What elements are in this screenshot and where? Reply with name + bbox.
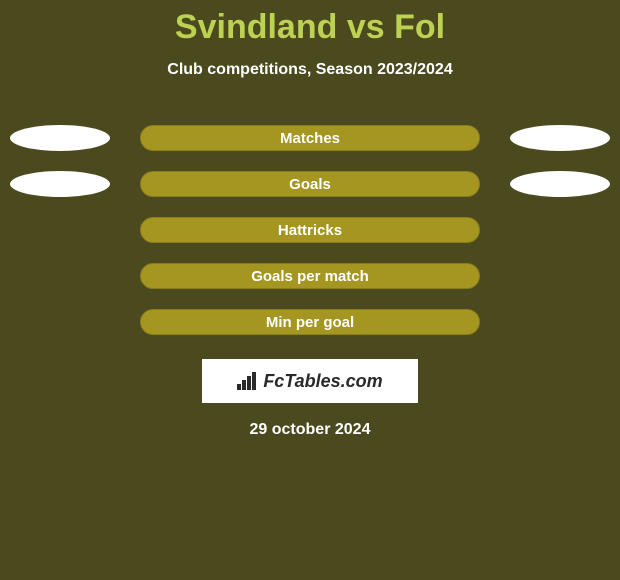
left-bubble-matches (10, 125, 110, 151)
stat-row-min-per-goal: Min per goal (0, 309, 620, 335)
chart-icon (237, 372, 259, 390)
stat-row-goals-per-match: Goals per match (0, 263, 620, 289)
right-bubble-matches (510, 125, 610, 151)
comparison-card: Svindland vs Fol Club competitions, Seas… (0, 0, 620, 439)
stat-bar-goals: Goals (140, 171, 480, 197)
stat-row-hattricks: Hattricks (0, 217, 620, 243)
stat-label: Min per goal (266, 314, 354, 331)
page-title: Svindland vs Fol (175, 8, 445, 47)
logo-text: FcTables.com (263, 371, 382, 392)
footer-date: 29 october 2024 (250, 421, 371, 439)
season-subtitle: Club competitions, Season 2023/2024 (167, 61, 452, 79)
stat-bar-goals-per-match: Goals per match (140, 263, 480, 289)
branding-box[interactable]: FcTables.com (202, 359, 418, 403)
stat-row-goals: Goals (0, 171, 620, 197)
stat-label: Matches (280, 130, 340, 147)
stat-bar-hattricks: Hattricks (140, 217, 480, 243)
stat-label: Goals per match (251, 268, 369, 285)
stat-bar-min-per-goal: Min per goal (140, 309, 480, 335)
logo: FcTables.com (237, 371, 382, 392)
stat-label: Hattricks (278, 222, 342, 239)
stat-bar-matches: Matches (140, 125, 480, 151)
left-bubble-goals (10, 171, 110, 197)
right-bubble-goals (510, 171, 610, 197)
stat-row-matches: Matches (0, 125, 620, 151)
stat-label: Goals (289, 176, 331, 193)
